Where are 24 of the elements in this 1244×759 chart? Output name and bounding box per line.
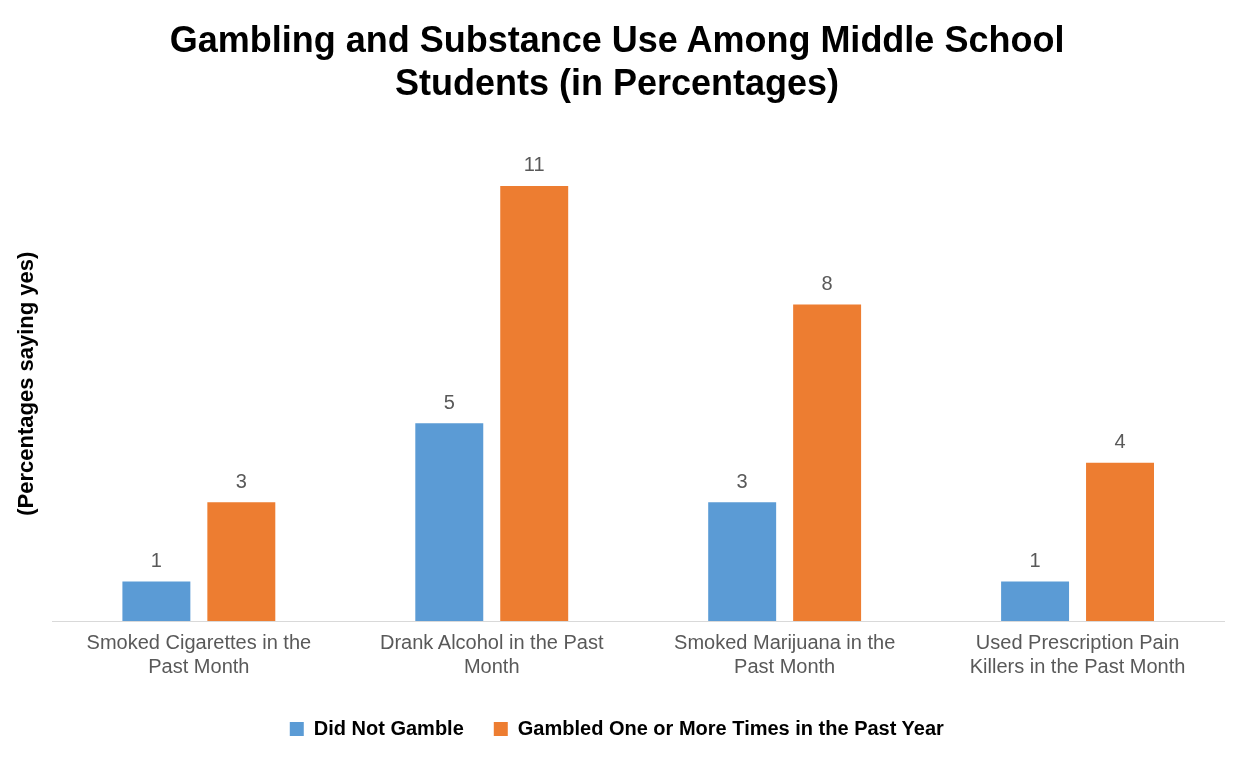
x-tick-label: Smoked Cigarettes in the Past Month [86,630,312,677]
bar [1001,581,1070,621]
chart-title: Gambling and Substance Use Among Middle School Students (in Percentages) [169,18,1065,103]
data-label: 3 [736,469,748,492]
bar [122,581,191,621]
bar [415,423,484,621]
data-label: 4 [1114,430,1126,453]
data-label: 1 [1029,548,1041,571]
bar [500,185,569,621]
bar [1086,462,1154,621]
data-label: 8 [821,272,833,295]
data-label: 5 [443,390,455,413]
x-tick-label: Smoked Marijuana in the Past Month [674,630,896,677]
data-label: 1 [150,548,162,571]
x-tick-label: Drank Alcohol in the Past Month [380,630,604,677]
bar [207,502,276,621]
data-label: 3 [235,469,247,492]
legend-label: Gambled One or More Times in the Past Year [517,716,945,739]
y-axis-title: (Percentages saying yes) [13,251,39,516]
bar [708,502,777,621]
bar [793,304,862,621]
legend-label: Did Not Gamble [313,716,464,739]
x-tick-label: Used Prescription Pain Killers in the Past Month [969,630,1186,677]
data-label: 11 [523,153,545,176]
